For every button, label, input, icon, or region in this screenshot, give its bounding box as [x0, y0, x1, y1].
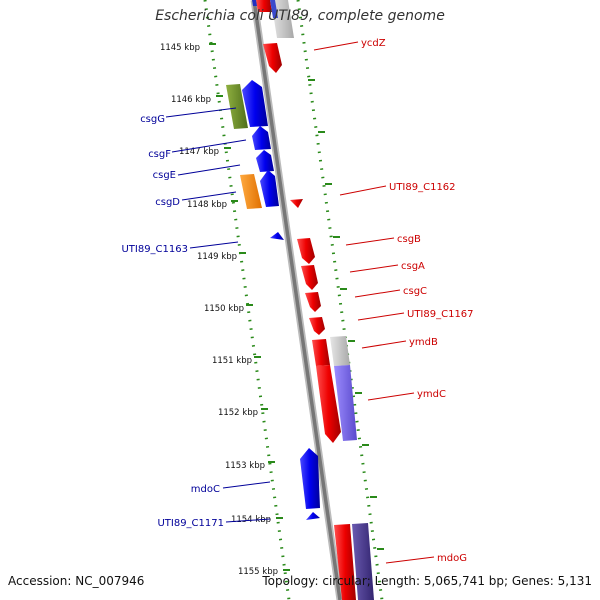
gene-csgD: [260, 170, 279, 207]
forward-gene-labels: ycdZ UTI89_C1162 csgB csgA csgC UTI89_C1…: [361, 38, 474, 564]
gene-label-csgG[interactable]: csgG: [140, 114, 165, 125]
ruler-label: 1153 kbp: [225, 461, 265, 471]
gene-csgA: [301, 265, 318, 290]
ruler-label: 1152 kbp: [218, 408, 258, 418]
gene-csgB: [297, 238, 315, 264]
gene-UTI89_C1171: [306, 512, 320, 520]
gene-label-mdoG[interactable]: mdoG: [437, 553, 467, 564]
gene-label-ycdZ[interactable]: ycdZ: [361, 38, 386, 49]
ruler-ticks: [209, 43, 290, 571]
topology-label: Topology: circular; Length: 5,065,741 bp…: [262, 574, 592, 588]
gene-label-csgB[interactable]: csgB: [397, 234, 421, 245]
gene-label-csgD[interactable]: csgD: [155, 197, 180, 208]
accession-label: Accession: NC_007946: [8, 574, 145, 588]
gene-csgE: [256, 150, 274, 172]
gene-mdoC: [300, 448, 320, 509]
gene-UTI89_C1163: [270, 232, 284, 240]
ruler-label: 1150 kbp: [204, 304, 244, 314]
ruler-ticks-outer: [308, 79, 384, 550]
gene-label-UTI89_C1163[interactable]: UTI89_C1163: [121, 244, 188, 255]
reverse-gene-labels: csgG csgF csgE csgD UTI89_C1163 mdoC UTI…: [121, 114, 224, 529]
ruler-label: 1149 kbp: [197, 252, 237, 262]
feature-top-red: [256, 0, 272, 12]
gene-csgC: [305, 292, 321, 312]
gene-label-csgC[interactable]: csgC: [403, 286, 427, 297]
feature-darkpurple: [352, 523, 374, 600]
gene-ymdB: [312, 339, 330, 366]
gene-label-UTI89_C1171[interactable]: UTI89_C1171: [157, 518, 224, 529]
gene-UTI89_C1167: [309, 317, 325, 335]
ruler-label: 1155 kbp: [238, 567, 278, 577]
ruler-label: 1151 kbp: [212, 356, 252, 366]
feature-green: [226, 84, 248, 129]
backbone: [252, 0, 342, 600]
feature-top-blue2: [270, 0, 278, 18]
gene-label-ymdB[interactable]: ymdB: [409, 337, 438, 348]
gene-label-UTI89_C1167[interactable]: UTI89_C1167: [407, 309, 474, 320]
feature-top-grey: [271, 0, 294, 38]
gene-UTI89_C1162: [290, 199, 303, 208]
reverse-leaders: [165, 107, 271, 523]
map-title: Escherichia coli UTI89, complete genome: [155, 8, 445, 24]
gene-label-ymdC[interactable]: ymdC: [417, 389, 446, 400]
gene-label-mdoC[interactable]: mdoC: [191, 484, 220, 495]
ruler-label: 1146 kbp: [171, 95, 211, 105]
gene-csgG: [242, 80, 268, 127]
gene-csgF: [252, 126, 271, 150]
gene-label-csgA[interactable]: csgA: [401, 261, 425, 272]
feature-purple: [334, 365, 357, 441]
feature-grey: [330, 336, 350, 366]
ruler-label: 1148 kbp: [187, 200, 227, 210]
gene-mdoG: [334, 524, 356, 600]
ruler-label: 1147 kbp: [179, 147, 219, 157]
feature-orange: [240, 174, 262, 209]
gene-label-UTI89_C1162[interactable]: UTI89_C1162: [389, 182, 456, 193]
gene-ymdC: [316, 365, 341, 443]
gene-label-csgF[interactable]: csgF: [148, 149, 171, 160]
gene-label-csgE[interactable]: csgE: [153, 170, 176, 181]
forward-leaders: [313, 41, 435, 564]
gene-ycdZ: [263, 43, 282, 73]
ruler-label: 1145 kbp: [160, 43, 200, 53]
feature-top-blue: [252, 0, 257, 6]
